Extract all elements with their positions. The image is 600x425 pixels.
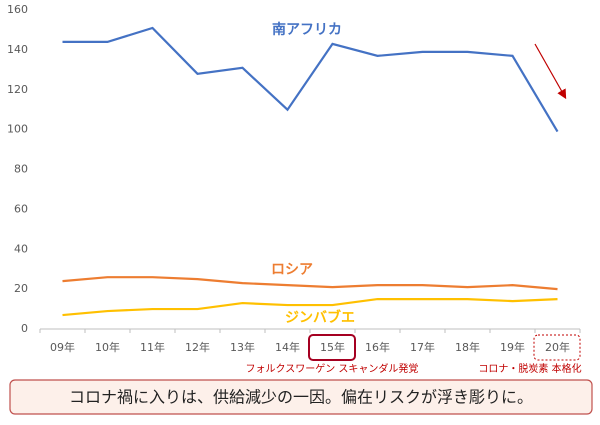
x-tick-label: 12年 [185, 340, 210, 354]
x-tick-label: 17年 [410, 340, 435, 354]
y-tick-label: 140 [7, 43, 28, 56]
highlight-box [308, 334, 356, 361]
y-tick-label: 20 [14, 282, 28, 295]
trend-arrow [534, 43, 567, 100]
x-tick-label: 10年 [95, 340, 120, 354]
callout-text: コロナ禍に入りは、供給減少の一因。偏在リスクが浮き彫りに。 [69, 388, 533, 407]
annotation: コロナ・脱炭素 本格化 [478, 362, 581, 375]
callout-box [9, 379, 593, 415]
x-tick-label: 19年 [500, 340, 525, 354]
x-tick-label: 16年 [365, 340, 390, 354]
x-tick-label: 18年 [455, 340, 480, 354]
x-tick-label: 11年 [140, 340, 165, 354]
annotation: フォルクスワーゲン スキャンダル発覚 [246, 362, 419, 375]
series-label: ジンバブエ [285, 309, 355, 326]
series-line [62, 297, 558, 317]
y-tick-label: 40 [14, 242, 28, 255]
y-tick-label: 160 [7, 3, 28, 16]
series-label: ロシア [271, 262, 313, 278]
y-tick-label: 120 [7, 83, 28, 96]
x-tick-label: 14年 [275, 340, 300, 354]
series-label: 南アフリカ [272, 21, 342, 38]
x-tick-label: 13年 [230, 340, 255, 354]
y-tick-label: 100 [7, 123, 28, 136]
highlight-box [533, 334, 581, 361]
x-tick-label: 15年 [320, 340, 345, 354]
series-line [62, 26, 559, 133]
y-tick-label: 0 [21, 322, 28, 335]
x-tick-label: 09年 [50, 340, 75, 354]
x-tick-label: 20年 [545, 340, 570, 354]
y-tick-label: 80 [14, 163, 28, 176]
series-line [62, 276, 558, 291]
y-tick-label: 60 [14, 202, 28, 215]
